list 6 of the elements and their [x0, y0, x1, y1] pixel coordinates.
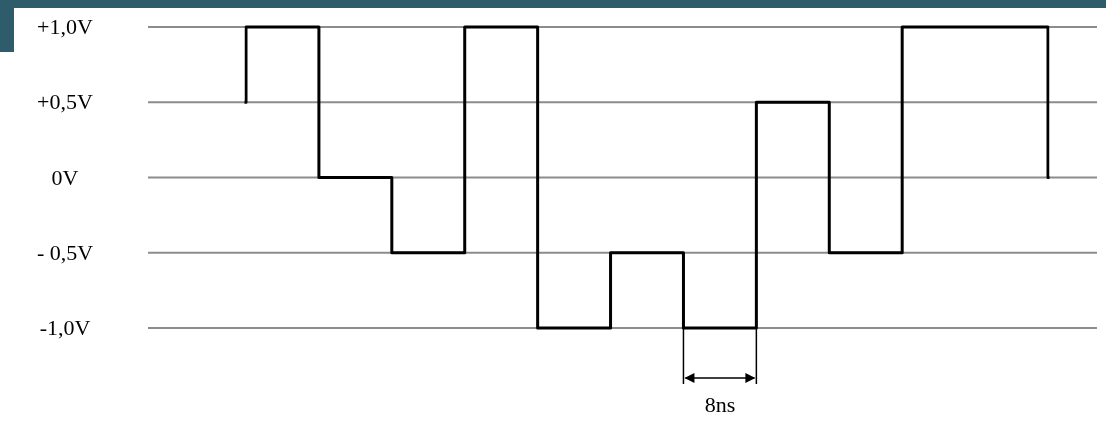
y-tick-label: +0,5V: [37, 89, 94, 115]
y-tick-label: -1,0V: [39, 315, 91, 340]
y-tick-label: 0V: [51, 164, 79, 190]
y-tick-label: - 0,5V: [36, 239, 94, 265]
text: 8ns: [704, 392, 736, 417]
y-tick-label: +1,0V: [37, 14, 94, 39]
